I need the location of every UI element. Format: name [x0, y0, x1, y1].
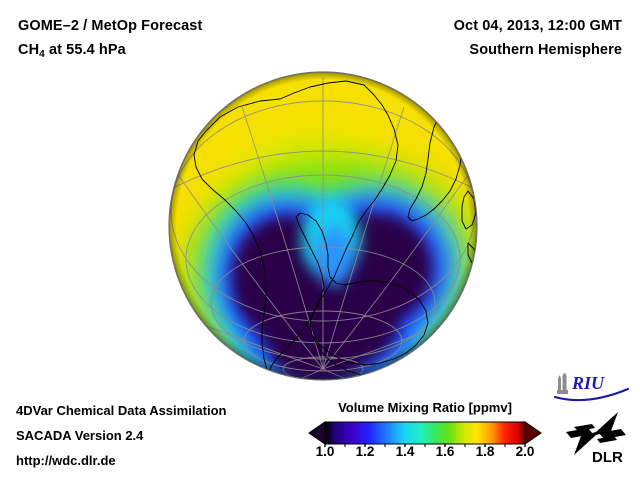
- riu-logo-svg: RIU: [553, 373, 630, 402]
- colorbar-tick-label: 1.0: [315, 444, 335, 459]
- figure-title-instrument: GOME–2 / MetOp Forecast: [18, 18, 203, 34]
- globe-map: [168, 71, 478, 381]
- colorbar: Volume Mixing Ratio [ppmv]: [305, 400, 545, 472]
- colorbar-minor-ticks: [344, 444, 506, 447]
- dlr-pinwheel-icon: [566, 412, 626, 455]
- footer-url-label: http://wdc.dlr.de: [16, 453, 116, 468]
- riu-wordmark: RIU: [571, 373, 605, 393]
- figure-title-species: CH4 at 55.4 hPa: [18, 42, 126, 60]
- footer-method-label: 4DVar Chemical Data Assimilation: [16, 403, 227, 418]
- globe-contents: [169, 72, 477, 380]
- dlr-logo: DLR: [562, 408, 630, 466]
- figure-hemisphere-label: Southern Hemisphere: [469, 42, 622, 58]
- globe-rim-shading: [169, 72, 477, 380]
- figure-date-time: Oct 04, 2013, 12:00 GMT: [453, 18, 622, 34]
- colorbar-cap-high: [524, 421, 542, 445]
- dlr-wordmark: DLR: [592, 449, 623, 466]
- riu-cathedral-icon: [557, 373, 568, 394]
- colorbar-gradient: [324, 421, 526, 445]
- colorbar-tick-label: 1.4: [395, 444, 415, 459]
- dlr-logo-svg: DLR: [566, 412, 626, 466]
- colorbar-tick-label: 1.6: [435, 444, 455, 459]
- colorbar-swatch: [308, 421, 542, 447]
- colorbar-ticks: [324, 444, 526, 447]
- orthographic-projection-svg: [168, 71, 478, 381]
- colorbar-tick-label: 1.8: [475, 444, 495, 459]
- riu-logo: RIU: [552, 370, 632, 404]
- species-prefix: CH: [18, 42, 40, 58]
- colorbar-tick-label: 2.0: [515, 444, 535, 459]
- riu-swoosh-icon: [553, 387, 630, 402]
- colorbar-tick-label: 1.2: [355, 444, 375, 459]
- colorbar-cap-low: [308, 421, 326, 445]
- footer-version-label: SACADA Version 2.4: [16, 428, 144, 443]
- species-subscript: 4: [39, 48, 45, 60]
- globe-outline: [168, 71, 478, 381]
- colorbar-tick-labels: 1.0 1.2 1.4 1.6 1.8 2.0: [305, 444, 545, 464]
- species-level: at 55.4 hPa: [44, 42, 126, 58]
- colorbar-title: Volume Mixing Ratio [ppmv]: [338, 400, 512, 415]
